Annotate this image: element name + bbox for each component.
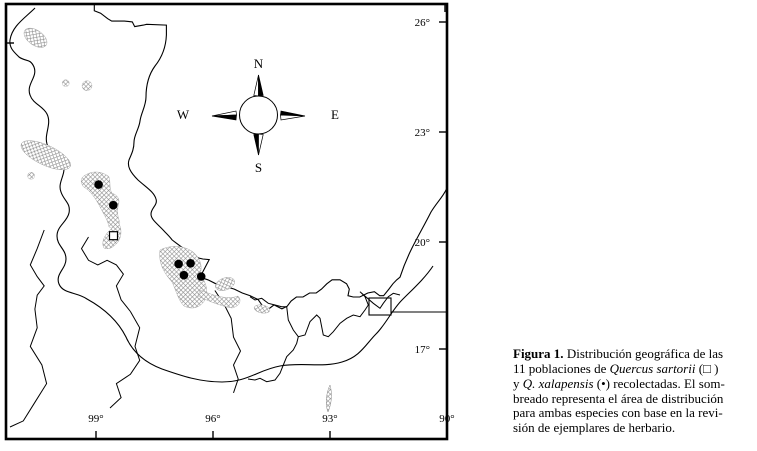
svg-text:S: S: [255, 160, 262, 175]
svg-text:W: W: [177, 107, 190, 122]
svg-text:E: E: [331, 107, 339, 122]
svg-text:99°: 99°: [88, 413, 103, 425]
svg-text:17°: 17°: [415, 344, 430, 356]
svg-text:96°: 96°: [205, 413, 220, 425]
svg-text:90°: 90°: [439, 413, 454, 425]
svg-text:20°: 20°: [415, 237, 430, 249]
svg-text:93°: 93°: [322, 413, 337, 425]
svg-text:N: N: [254, 56, 264, 71]
svg-text:23°: 23°: [415, 127, 430, 139]
svg-text:26°: 26°: [415, 17, 430, 29]
